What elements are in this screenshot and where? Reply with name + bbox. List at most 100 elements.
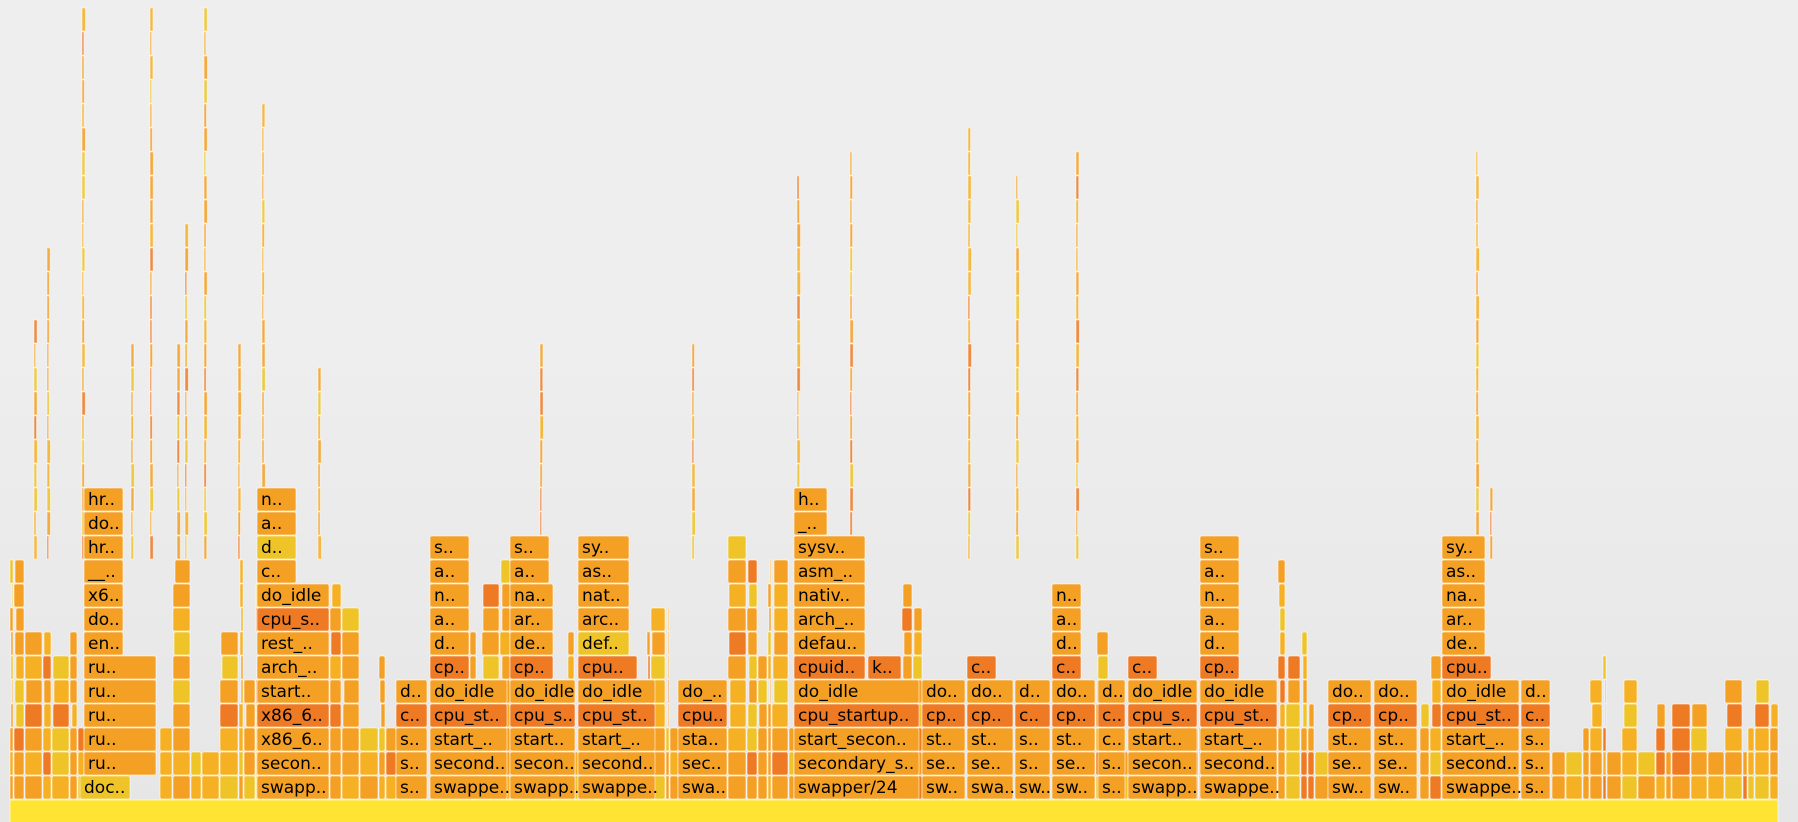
narrow-frame[interactable] (1602, 727, 1607, 752)
narrow-frame[interactable] (1602, 655, 1607, 680)
spike-frame[interactable] (184, 367, 189, 392)
narrow-frame[interactable] (10, 703, 14, 728)
spike-frame[interactable] (691, 391, 695, 416)
spike-frame[interactable] (33, 343, 37, 368)
frame-en-[interactable] (83, 631, 124, 656)
narrow-frame[interactable] (1277, 727, 1286, 752)
narrow-frame[interactable] (1300, 775, 1308, 800)
narrow-frame[interactable] (329, 751, 342, 776)
narrow-frame[interactable] (51, 727, 70, 752)
narrow-frame[interactable] (1285, 727, 1301, 752)
frame-cpu-s-[interactable] (509, 703, 576, 728)
narrow-frame[interactable] (172, 727, 191, 752)
spike-frame[interactable] (81, 295, 85, 320)
narrow-frame[interactable] (771, 703, 789, 728)
narrow-frame[interactable] (767, 703, 772, 728)
narrow-frame[interactable] (24, 751, 43, 776)
narrow-frame[interactable] (239, 583, 244, 608)
frame-do-idle[interactable] (577, 679, 656, 704)
spike-frame[interactable] (539, 343, 544, 368)
spike-frame[interactable] (691, 535, 695, 560)
narrow-frame[interactable] (1302, 679, 1308, 704)
frame-d-[interactable] (1097, 679, 1126, 704)
narrow-frame[interactable] (1429, 727, 1442, 752)
spike-frame[interactable] (1489, 511, 1493, 536)
narrow-frame[interactable] (378, 775, 386, 800)
frame-as-[interactable] (1441, 559, 1486, 584)
frame-do-[interactable] (921, 679, 966, 704)
spike-frame[interactable] (46, 535, 50, 560)
narrow-frame[interactable] (650, 655, 666, 680)
spike-frame[interactable] (1075, 199, 1079, 224)
narrow-frame[interactable] (172, 751, 191, 776)
narrow-frame[interactable] (469, 655, 477, 680)
narrow-frame[interactable] (771, 775, 789, 800)
spike-frame[interactable] (203, 127, 208, 152)
spike-frame[interactable] (849, 199, 853, 224)
frame-sw-[interactable] (921, 775, 966, 800)
narrow-frame[interactable] (757, 679, 768, 704)
spike-frame[interactable] (796, 223, 802, 248)
frame-swappe-[interactable] (577, 775, 656, 800)
spike-frame[interactable] (203, 199, 208, 224)
narrow-frame[interactable] (173, 631, 191, 656)
frame-a-[interactable] (1051, 607, 1082, 632)
narrow-frame[interactable] (240, 655, 244, 680)
spike-frame[interactable] (176, 343, 181, 368)
spike-frame[interactable] (46, 391, 50, 416)
narrow-frame[interactable] (1671, 775, 1691, 800)
narrow-frame[interactable] (385, 751, 397, 776)
frame-sy-[interactable] (1441, 535, 1486, 560)
frame-start-[interactable] (509, 727, 576, 752)
narrow-frame[interactable] (359, 775, 379, 800)
narrow-frame[interactable] (13, 775, 25, 800)
narrow-frame[interactable] (913, 631, 923, 656)
narrow-frame[interactable] (190, 775, 202, 800)
spike-frame[interactable] (184, 535, 188, 560)
spike-frame[interactable] (849, 247, 853, 272)
narrow-frame[interactable] (1278, 583, 1286, 608)
frame-cp-[interactable] (966, 703, 1014, 728)
narrow-frame[interactable] (769, 679, 772, 704)
frame-a-[interactable] (1199, 559, 1240, 584)
narrow-frame[interactable] (1754, 751, 1770, 776)
narrow-frame[interactable] (482, 607, 500, 632)
narrow-frame[interactable] (1754, 703, 1770, 728)
frame-arch-[interactable] (793, 607, 866, 632)
spike-frame[interactable] (691, 463, 696, 488)
spike-frame[interactable] (1489, 487, 1494, 512)
spike-frame[interactable] (203, 415, 208, 440)
narrow-frame[interactable] (329, 703, 342, 728)
spike-frame[interactable] (967, 223, 971, 248)
narrow-frame[interactable] (239, 631, 244, 656)
frame-c-[interactable] (1520, 703, 1551, 728)
narrow-frame[interactable] (1279, 607, 1286, 632)
narrow-frame[interactable] (341, 727, 360, 752)
spike-frame[interactable] (81, 367, 85, 392)
frame-defau-[interactable] (793, 631, 866, 656)
spike-frame[interactable] (796, 319, 801, 344)
spike-frame[interactable] (46, 487, 52, 512)
spike-frame[interactable] (81, 151, 86, 176)
spike-frame[interactable] (1075, 319, 1080, 344)
spike-frame[interactable] (261, 463, 266, 488)
spike-frame[interactable] (261, 223, 266, 248)
spike-frame[interactable] (261, 199, 266, 224)
narrow-frame[interactable] (469, 631, 477, 656)
spike-frame[interactable] (967, 295, 971, 320)
spike-frame[interactable] (149, 271, 153, 296)
frame-s-[interactable] (1199, 535, 1240, 560)
narrow-frame[interactable] (1582, 727, 1590, 752)
frame-se-[interactable] (1051, 751, 1096, 776)
spike-frame[interactable] (539, 367, 544, 392)
spike-frame[interactable] (849, 391, 853, 416)
frame-s-[interactable] (1097, 751, 1126, 776)
narrow-frame[interactable] (42, 727, 52, 752)
frame-ru-[interactable] (83, 703, 157, 728)
narrow-frame[interactable] (71, 703, 78, 728)
spike-frame[interactable] (33, 415, 38, 440)
narrow-frame[interactable] (342, 703, 360, 728)
narrow-frame[interactable] (1287, 655, 1301, 680)
narrow-frame[interactable] (378, 655, 386, 680)
narrow-frame[interactable] (1665, 751, 1672, 776)
